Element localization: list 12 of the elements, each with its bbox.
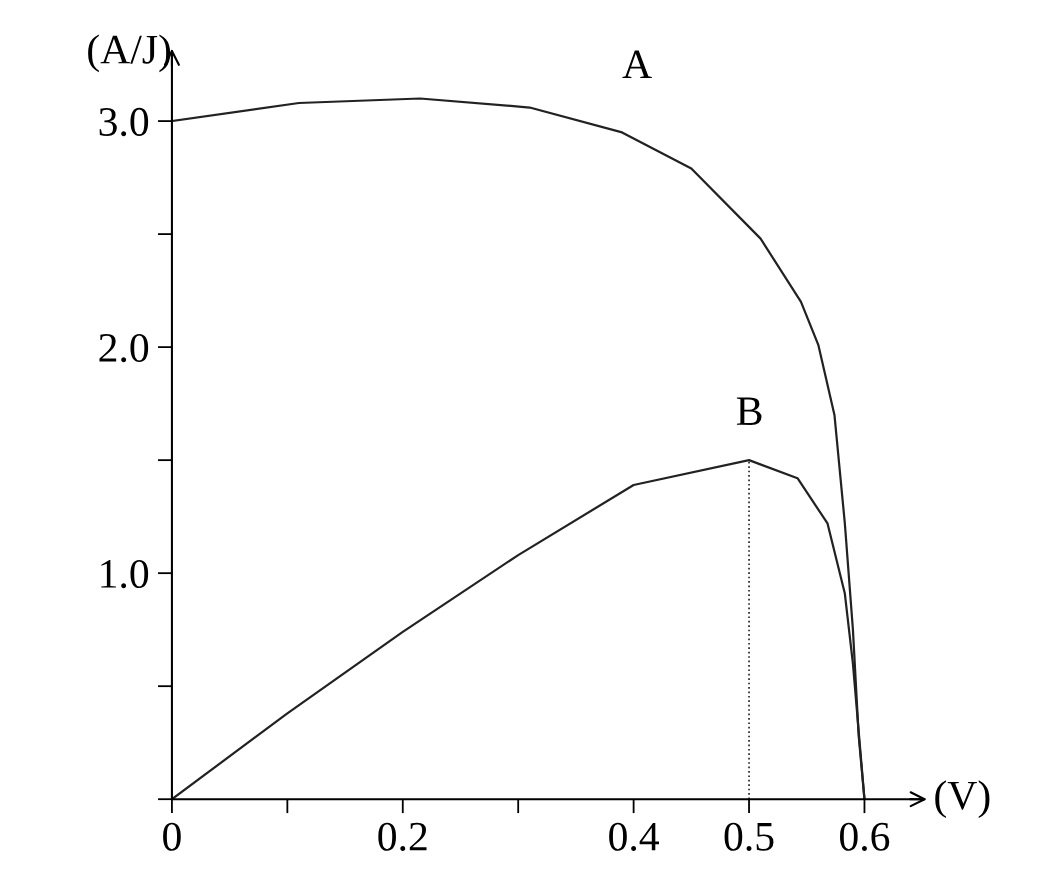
x-tick-label: 0 xyxy=(163,822,181,851)
annotation: A xyxy=(622,50,652,78)
annotation: B xyxy=(736,397,762,425)
x-tick-label: 0.6 xyxy=(840,822,890,851)
x-tick-label: 0.2 xyxy=(378,822,427,851)
y-tick-label: 2.0 xyxy=(99,333,149,363)
x-tick-label: 0.4 xyxy=(609,822,660,851)
y-tick-label: 3.0 xyxy=(99,107,149,137)
x-axis-title: (V) xyxy=(935,780,990,819)
y-axis-title: (A/J) xyxy=(88,34,171,73)
x-tick-label: 0.5 xyxy=(724,822,774,851)
y-tick-label: 1.0 xyxy=(101,559,149,589)
